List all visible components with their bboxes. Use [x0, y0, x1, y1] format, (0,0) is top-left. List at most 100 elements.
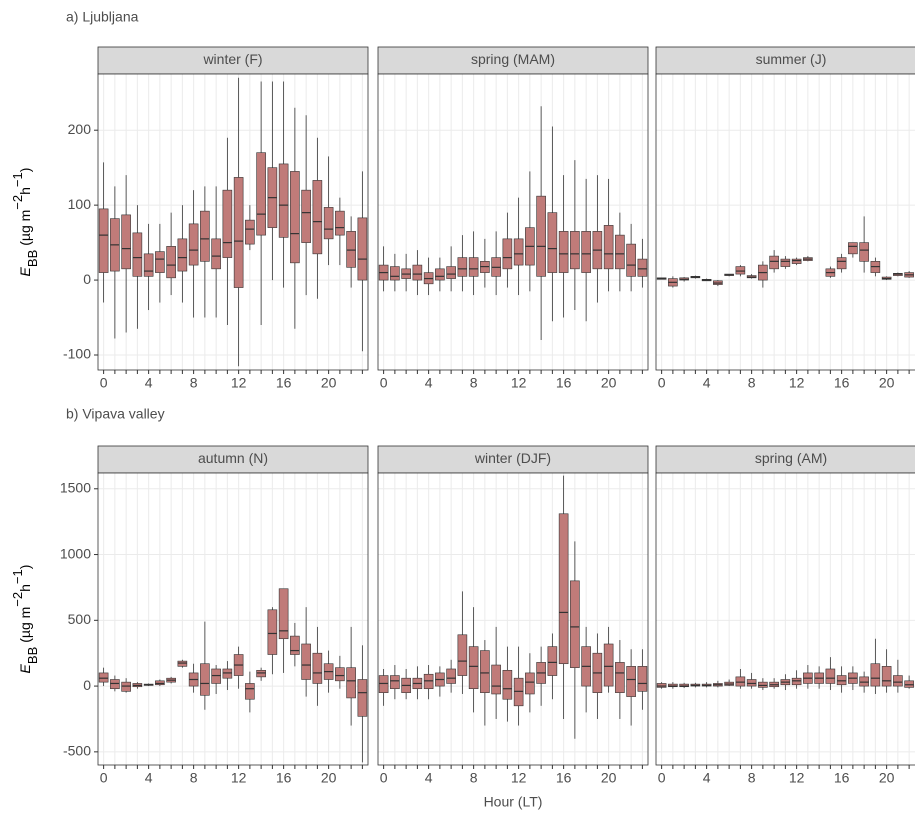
box	[836, 257, 847, 270]
box	[502, 669, 513, 700]
box	[735, 676, 746, 687]
box	[547, 646, 558, 676]
x-tick-label: 16	[556, 770, 572, 786]
y-axis-label-part: −2	[10, 195, 25, 210]
x-tick-label: 12	[231, 770, 247, 786]
box	[278, 588, 289, 640]
box	[312, 180, 323, 255]
y-tick-label: 0	[83, 677, 91, 693]
panel-title: autumn (N)	[198, 450, 268, 466]
box	[904, 680, 914, 688]
box	[558, 231, 569, 273]
box	[98, 672, 109, 683]
box	[791, 258, 802, 264]
box	[637, 258, 648, 277]
box	[746, 679, 757, 687]
panel-border	[97, 472, 369, 766]
y-axis-label-part: )	[17, 168, 33, 173]
x-tick-label: 20	[879, 770, 895, 786]
x-tick-label: 16	[834, 770, 850, 786]
box	[233, 177, 244, 288]
y-axis-label-part: h	[17, 584, 33, 592]
x-tick-label: 4	[425, 770, 433, 786]
strip	[655, 445, 915, 474]
box	[468, 646, 479, 690]
x-tick-label: 12	[789, 770, 805, 786]
x-tick-label: 0	[380, 770, 388, 786]
panel-title: winter (DJF)	[474, 450, 551, 466]
box	[637, 666, 648, 692]
x-tick-label: 4	[703, 375, 711, 391]
panel-border	[655, 73, 915, 371]
box	[525, 672, 535, 695]
box	[735, 266, 746, 275]
box	[513, 677, 524, 707]
panel	[378, 473, 648, 765]
x-tick-label: 0	[658, 375, 666, 391]
box	[346, 231, 356, 268]
y-axis-label-part: −1	[10, 172, 25, 187]
box	[603, 225, 614, 270]
box	[222, 668, 233, 679]
x-tick-label: 8	[470, 375, 478, 391]
box	[513, 238, 524, 266]
box	[848, 242, 858, 255]
y-axis-label-part: −2	[10, 592, 25, 607]
panel-title: summer (J)	[756, 51, 827, 67]
box	[468, 257, 479, 277]
box	[893, 675, 903, 687]
panel-border	[377, 472, 649, 766]
y-tick-label: -100	[63, 346, 91, 362]
box	[480, 650, 490, 693]
panel	[98, 473, 368, 765]
panel	[98, 74, 368, 370]
x-tick-label: 4	[703, 770, 711, 786]
strip	[655, 46, 915, 75]
x-tick-label: 20	[879, 375, 895, 391]
box	[791, 677, 802, 686]
y-tick-label: 1500	[60, 479, 91, 495]
box	[547, 212, 558, 273]
x-tick-label: 4	[425, 375, 433, 391]
x-tick-label: 4	[145, 770, 153, 786]
box	[603, 643, 614, 687]
box	[423, 673, 434, 690]
y-axis-label: EBB (µg m−2h−1)	[10, 565, 40, 674]
y-axis-label-part: BB	[25, 250, 40, 267]
box	[155, 680, 165, 686]
x-tick-label: 12	[789, 375, 805, 391]
panel-title: spring (MAM)	[471, 51, 555, 67]
box	[615, 662, 625, 693]
box	[312, 652, 323, 684]
y-axis-label-part: −1	[10, 569, 25, 584]
x-tick-label: 20	[321, 770, 337, 786]
box	[581, 231, 591, 273]
x-tick-label: 16	[834, 375, 850, 391]
box	[132, 232, 143, 277]
box	[335, 210, 345, 236]
box	[656, 683, 667, 688]
box	[211, 238, 221, 270]
box	[626, 666, 636, 697]
y-axis-label-part: (µg m	[17, 607, 33, 643]
panel-border	[377, 73, 649, 371]
x-tick-label: 12	[231, 375, 247, 391]
x-tick-label: 0	[100, 770, 108, 786]
x-tick-label: 16	[556, 375, 572, 391]
y-tick-label: 1000	[60, 545, 91, 561]
box	[859, 676, 869, 687]
box	[502, 238, 513, 270]
box	[457, 257, 468, 277]
y-tick-label: 500	[68, 611, 92, 627]
x-tick-label: 0	[100, 375, 108, 391]
x-tick-label: 12	[511, 770, 527, 786]
box	[769, 255, 779, 270]
box	[200, 663, 210, 696]
box	[245, 683, 255, 700]
box	[881, 666, 892, 687]
box	[323, 207, 334, 240]
box	[825, 668, 836, 684]
box	[256, 669, 266, 678]
y-axis-label: EBB (µg m−2h−1)	[10, 168, 40, 277]
